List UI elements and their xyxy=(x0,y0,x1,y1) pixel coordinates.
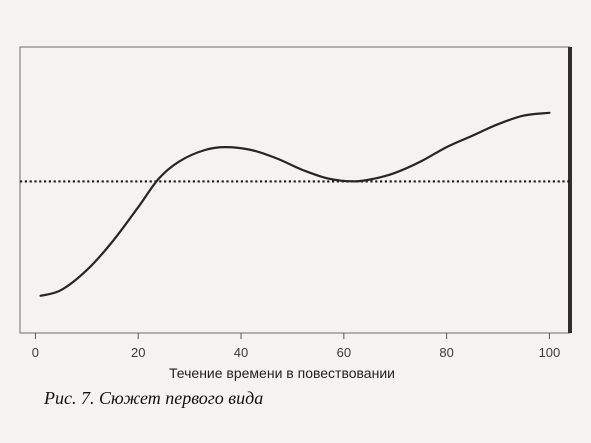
x-tick-label: 60 xyxy=(337,345,351,360)
figure-caption: Рис. 7. Сюжет первого вида xyxy=(44,388,264,408)
x-tick-label: 0 xyxy=(32,345,39,360)
x-tick-label: 80 xyxy=(439,345,453,360)
plot-frame xyxy=(19,46,571,334)
x-axis-title: Течение времени в повествовании xyxy=(169,365,395,381)
x-tick-label: 20 xyxy=(131,345,145,360)
x-tick-label: 40 xyxy=(234,345,248,360)
series-line xyxy=(39,111,551,297)
x-tick-label: 100 xyxy=(539,345,561,360)
